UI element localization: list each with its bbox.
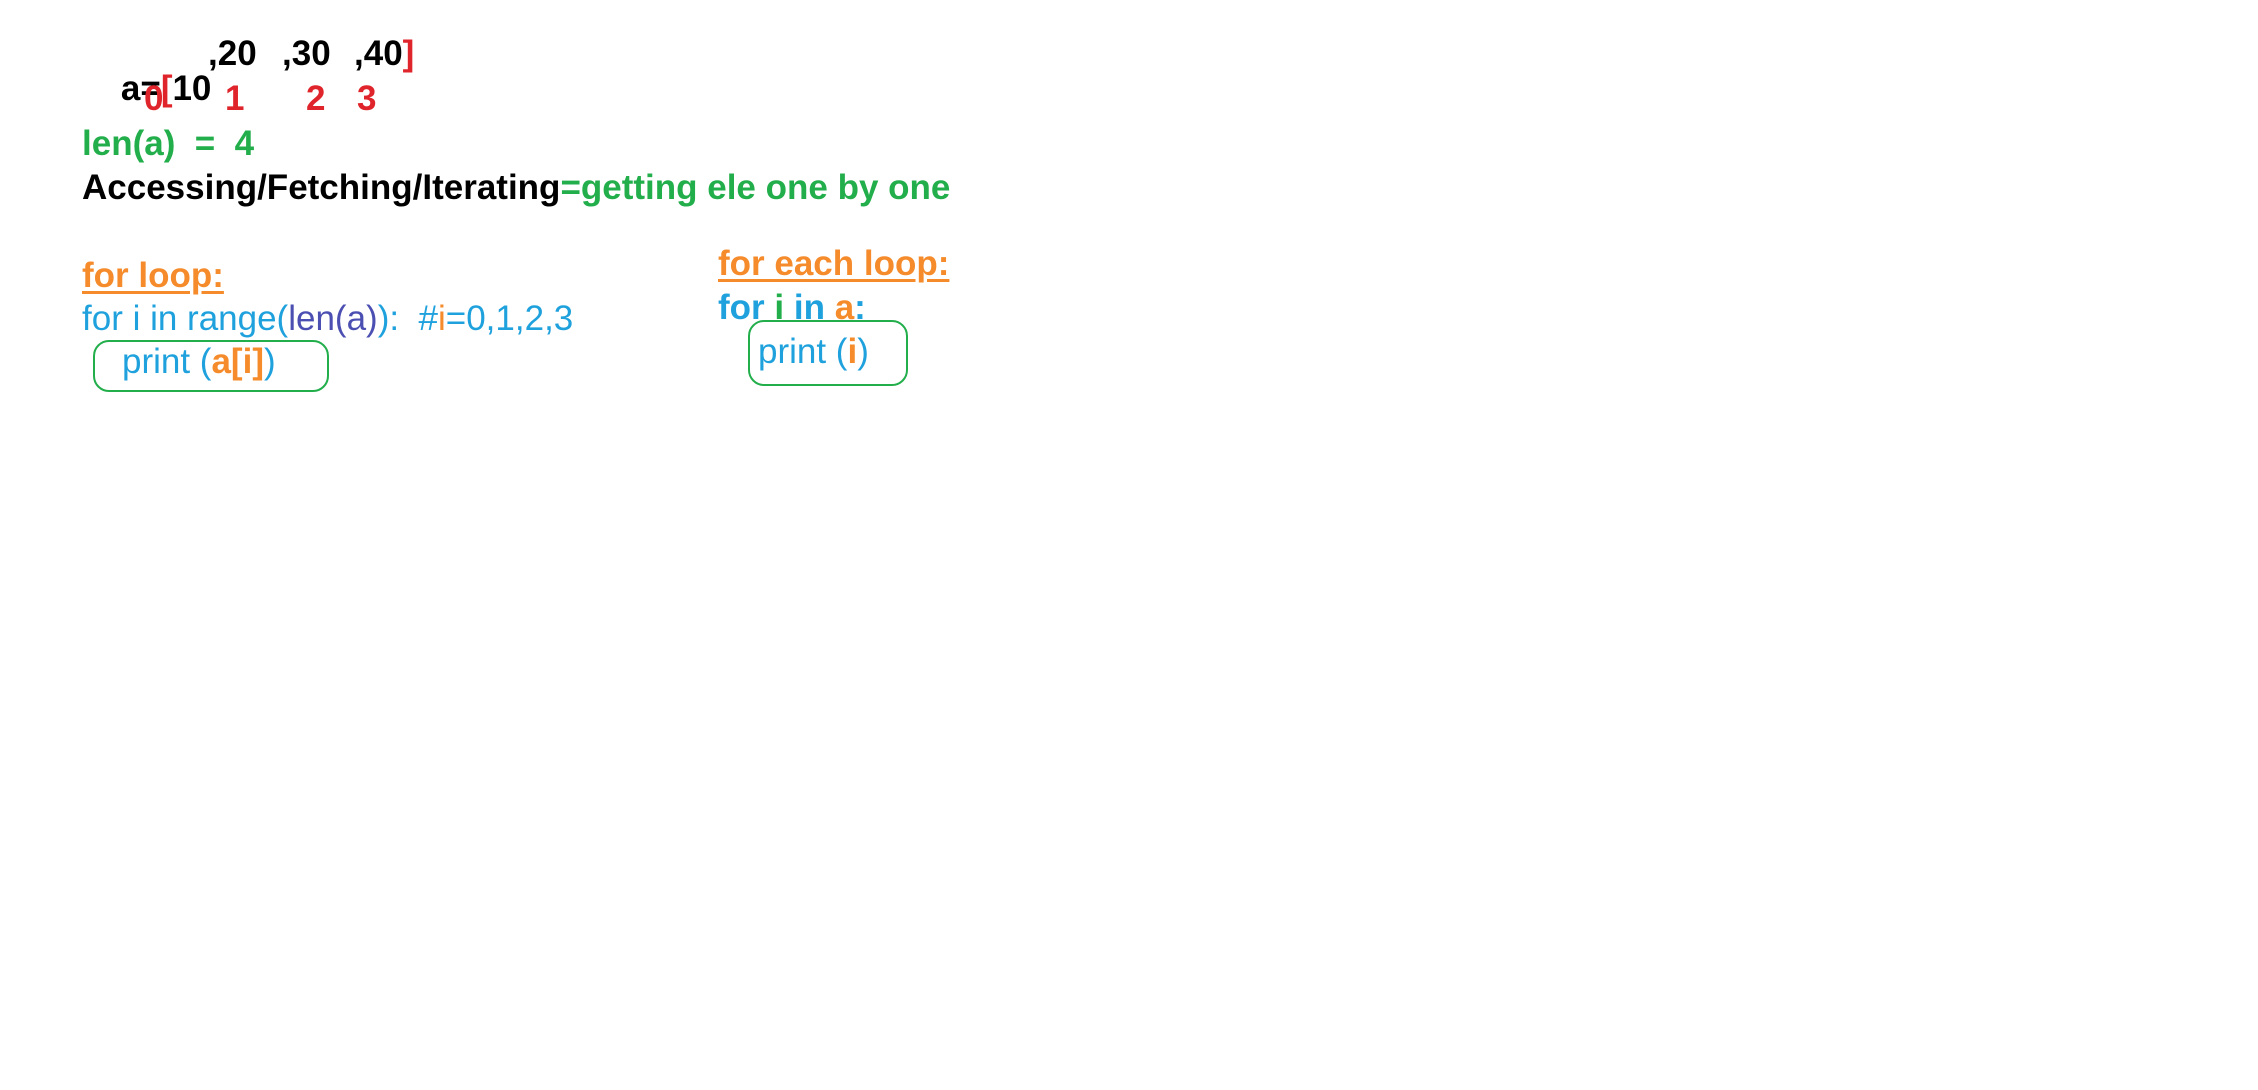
for-each-print-end: ) <box>857 332 869 371</box>
for-each-print: print (i) <box>758 334 869 369</box>
for-each-code-start: for <box>718 288 775 327</box>
index-0: 0 <box>144 79 164 118</box>
accessing-definition: Accessing/Fetching/Iterating=getting ele… <box>82 170 950 205</box>
for-each-print-arg: i <box>847 332 858 371</box>
for-each-loop-heading: for each loop: <box>718 244 950 283</box>
for-loop-comment-values: =0,1,2,3 <box>445 299 574 338</box>
for-loop-print-start: print ( <box>122 342 212 381</box>
for-loop-comment-var: i <box>438 299 446 338</box>
index-1: 1 <box>225 79 245 118</box>
for-each-code-in: in <box>784 288 835 327</box>
for-loop-code-comment-start: ): # <box>377 299 438 338</box>
for-loop-print-end: ) <box>263 342 276 381</box>
index-3: 3 <box>357 79 377 118</box>
for-each-loop-var: i <box>774 288 785 327</box>
close-bracket: ] <box>402 34 415 73</box>
list-value-4-group: ,40] <box>354 36 414 71</box>
for-each-loop-code: for i in a: <box>718 290 866 325</box>
for-loop-code-start: for i in range( <box>82 299 289 338</box>
list-definition: a=[10 <box>82 36 212 141</box>
accessing-term: Accessing/Fetching/Iterating <box>82 168 561 207</box>
for-loop-len-call: len(a) <box>288 299 378 338</box>
list-value-1: 10 <box>172 69 212 108</box>
for-loop-print: print (a[i]) <box>122 344 276 379</box>
for-loop-print-box <box>93 340 329 392</box>
index-2: 2 <box>306 79 326 118</box>
for-loop-code: for i in range(len(a)): #i=0,1,2,3 <box>82 301 573 336</box>
list-assign: a= <box>120 69 161 108</box>
for-each-iterable: a <box>834 288 855 327</box>
for-each-code-colon: : <box>854 288 866 327</box>
list-value-2: ,20 <box>208 34 257 73</box>
accessing-meaning: =getting ele one by one <box>560 168 951 207</box>
list-value-3: ,30 <box>282 34 331 73</box>
open-bracket: [ <box>160 69 173 108</box>
for-loop-print-arg: a[i] <box>211 342 264 381</box>
list-value-4: ,40 <box>354 34 403 73</box>
for-loop-heading: for loop: <box>82 256 224 295</box>
for-each-print-start: print ( <box>758 332 848 371</box>
for-each-print-box <box>748 320 908 386</box>
len-statement: len(a) = 4 <box>82 124 255 163</box>
